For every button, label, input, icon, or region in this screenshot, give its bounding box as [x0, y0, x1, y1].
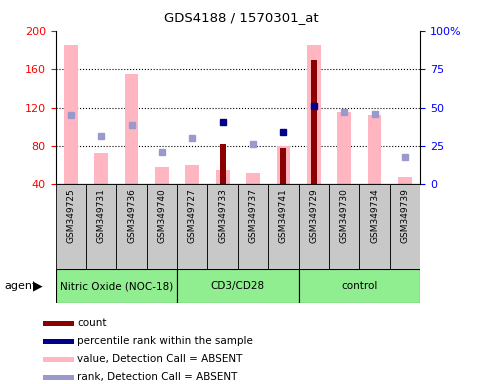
Text: CD3/CD28: CD3/CD28	[211, 281, 265, 291]
Text: ▶: ▶	[33, 280, 43, 293]
FancyBboxPatch shape	[56, 269, 177, 303]
Bar	[281, 148, 286, 184]
Text: GSM349725: GSM349725	[66, 189, 75, 243]
Bar	[185, 165, 199, 184]
Bar	[220, 144, 226, 184]
Bar	[155, 167, 169, 184]
FancyBboxPatch shape	[86, 184, 116, 269]
Text: GSM349734: GSM349734	[370, 189, 379, 243]
Bar	[64, 45, 78, 184]
FancyBboxPatch shape	[390, 184, 420, 269]
Bar	[368, 115, 382, 184]
Text: percentile rank within the sample: percentile rank within the sample	[77, 336, 253, 346]
Text: GSM349727: GSM349727	[188, 189, 197, 243]
Bar	[307, 45, 321, 184]
Text: rank, Detection Call = ABSENT: rank, Detection Call = ABSENT	[77, 372, 238, 382]
Text: value, Detection Call = ABSENT: value, Detection Call = ABSENT	[77, 354, 242, 364]
FancyBboxPatch shape	[268, 184, 298, 269]
FancyBboxPatch shape	[147, 184, 177, 269]
Text: GSM349741: GSM349741	[279, 189, 288, 243]
Bar	[125, 74, 138, 184]
Bar	[43, 321, 74, 326]
Bar	[338, 112, 351, 184]
FancyBboxPatch shape	[359, 184, 390, 269]
Bar	[216, 170, 229, 184]
Text: GSM349733: GSM349733	[218, 189, 227, 243]
Bar	[398, 177, 412, 184]
FancyBboxPatch shape	[177, 184, 208, 269]
Text: GSM349740: GSM349740	[157, 189, 167, 243]
FancyBboxPatch shape	[177, 269, 298, 303]
Bar	[277, 146, 290, 184]
Text: GSM349730: GSM349730	[340, 189, 349, 243]
Text: control: control	[341, 281, 378, 291]
FancyBboxPatch shape	[298, 269, 420, 303]
Text: GSM349736: GSM349736	[127, 189, 136, 243]
FancyBboxPatch shape	[116, 184, 147, 269]
Text: agent: agent	[5, 281, 37, 291]
Text: GSM349729: GSM349729	[309, 189, 318, 243]
Bar	[43, 339, 74, 344]
Text: count: count	[77, 318, 107, 328]
FancyBboxPatch shape	[329, 184, 359, 269]
Text: Nitric Oxide (NOC-18): Nitric Oxide (NOC-18)	[60, 281, 173, 291]
Bar	[43, 357, 74, 362]
Bar	[43, 375, 74, 380]
Bar	[246, 173, 260, 184]
FancyBboxPatch shape	[238, 184, 268, 269]
Bar	[311, 60, 317, 184]
FancyBboxPatch shape	[298, 184, 329, 269]
Bar	[94, 152, 108, 184]
FancyBboxPatch shape	[208, 184, 238, 269]
Text: GSM349739: GSM349739	[400, 189, 410, 243]
Text: GDS4188 / 1570301_at: GDS4188 / 1570301_at	[164, 12, 319, 25]
Text: GSM349737: GSM349737	[249, 189, 257, 243]
Text: GSM349731: GSM349731	[97, 189, 106, 243]
FancyBboxPatch shape	[56, 184, 86, 269]
